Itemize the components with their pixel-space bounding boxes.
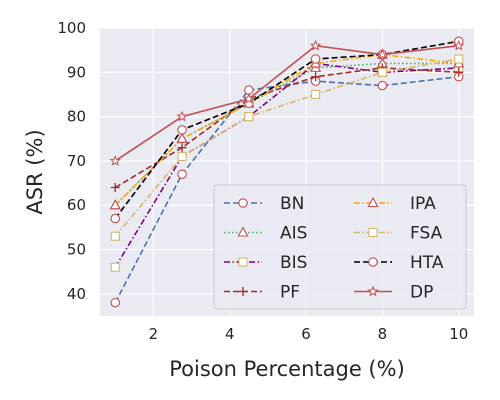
y-tick-label: 60 (67, 196, 86, 214)
legend-item-ipa: IPA (354, 194, 436, 214)
data-point-hta (177, 125, 187, 135)
x-axis-ticks: 2 4 6 8 10 (149, 325, 469, 343)
series-line-dp (114, 44, 459, 162)
data-point-ipa (176, 132, 188, 143)
x-tick-label: 8 (378, 325, 388, 343)
x-axis-label: Poison Percentage (%) (169, 357, 405, 381)
grid-lines (100, 27, 474, 316)
y-tick-label: 50 (67, 241, 86, 259)
y-axis-ticks: 40 50 60 70 80 90 100 (57, 19, 86, 303)
legend-marker (238, 198, 248, 208)
series-layer (109, 36, 465, 308)
legend-label: AIS (280, 224, 307, 244)
data-point-pf (177, 143, 187, 153)
legend-label: BN (280, 194, 304, 214)
legend-marker (367, 285, 379, 297)
data-point-bis (110, 262, 120, 272)
data-point-fsa (110, 231, 120, 241)
y-tick-label: 100 (57, 19, 86, 37)
series-line-ipa (114, 53, 459, 206)
data-point-fsa (311, 89, 321, 100)
data-point-ipa (109, 199, 121, 210)
data-point-fsa (177, 151, 187, 162)
y-tick-label: 40 (67, 285, 86, 303)
legend-marker (238, 287, 248, 296)
legend-label: PF (280, 283, 300, 303)
legend-item-bn: BN (224, 194, 304, 214)
y-tick-label: 70 (67, 152, 86, 170)
data-point-fsa (454, 54, 464, 64)
data-point-dp (376, 48, 389, 60)
legend-item-hta: HTA (354, 253, 444, 273)
legend-item-dp: DP (354, 283, 433, 303)
series-line-pf (114, 67, 459, 189)
data-point-hta (110, 213, 121, 224)
legend-label: DP (410, 283, 433, 303)
y-tick-label: 90 (67, 63, 86, 81)
data-point-pf (454, 67, 464, 77)
data-point-fsa (244, 112, 254, 122)
legend-item-bis: BIS (224, 253, 307, 273)
series-fsa (110, 54, 464, 241)
legend-item-fsa: FSA (354, 224, 443, 244)
data-point-bn (110, 297, 121, 308)
series-line-fsa (114, 58, 459, 237)
data-point-hta (310, 54, 321, 64)
data-point-dp (176, 110, 188, 122)
x-tick-label: 10 (449, 325, 468, 343)
y-tick-label: 80 (67, 108, 86, 126)
data-point-dp (243, 92, 255, 104)
series-line-bn (114, 75, 459, 304)
data-point-bn (177, 169, 187, 179)
x-tick-label: 4 (225, 325, 235, 343)
legend-label: HTA (410, 253, 444, 273)
data-point-pf (311, 72, 321, 82)
legend-marker (238, 257, 248, 267)
y-axis-label: ASR (%) (23, 129, 47, 214)
legend-marker (368, 227, 378, 238)
legend-label: IPA (410, 194, 436, 214)
legend-box (213, 184, 467, 310)
data-point-pf (110, 183, 120, 193)
legend-marker (368, 257, 378, 267)
data-point-dp (453, 39, 465, 51)
data-point-fsa (377, 67, 387, 77)
series-line-ais (114, 62, 459, 206)
legend-label: BIS (280, 253, 307, 273)
legend-marker (237, 226, 249, 237)
legend-item-ais: AIS (224, 224, 307, 244)
data-point-dp (109, 154, 121, 166)
legend-marker (367, 196, 379, 208)
legend: BN AIS BIS PF IPA FSA HTA DP (213, 184, 467, 310)
data-point-bn (377, 80, 388, 91)
data-point-dp (309, 39, 322, 51)
legend-label: FSA (410, 224, 443, 244)
legend-item-pf: PF (224, 283, 300, 303)
series-dp (109, 39, 465, 166)
x-tick-label: 2 (149, 325, 159, 343)
x-tick-label: 6 (301, 325, 311, 343)
